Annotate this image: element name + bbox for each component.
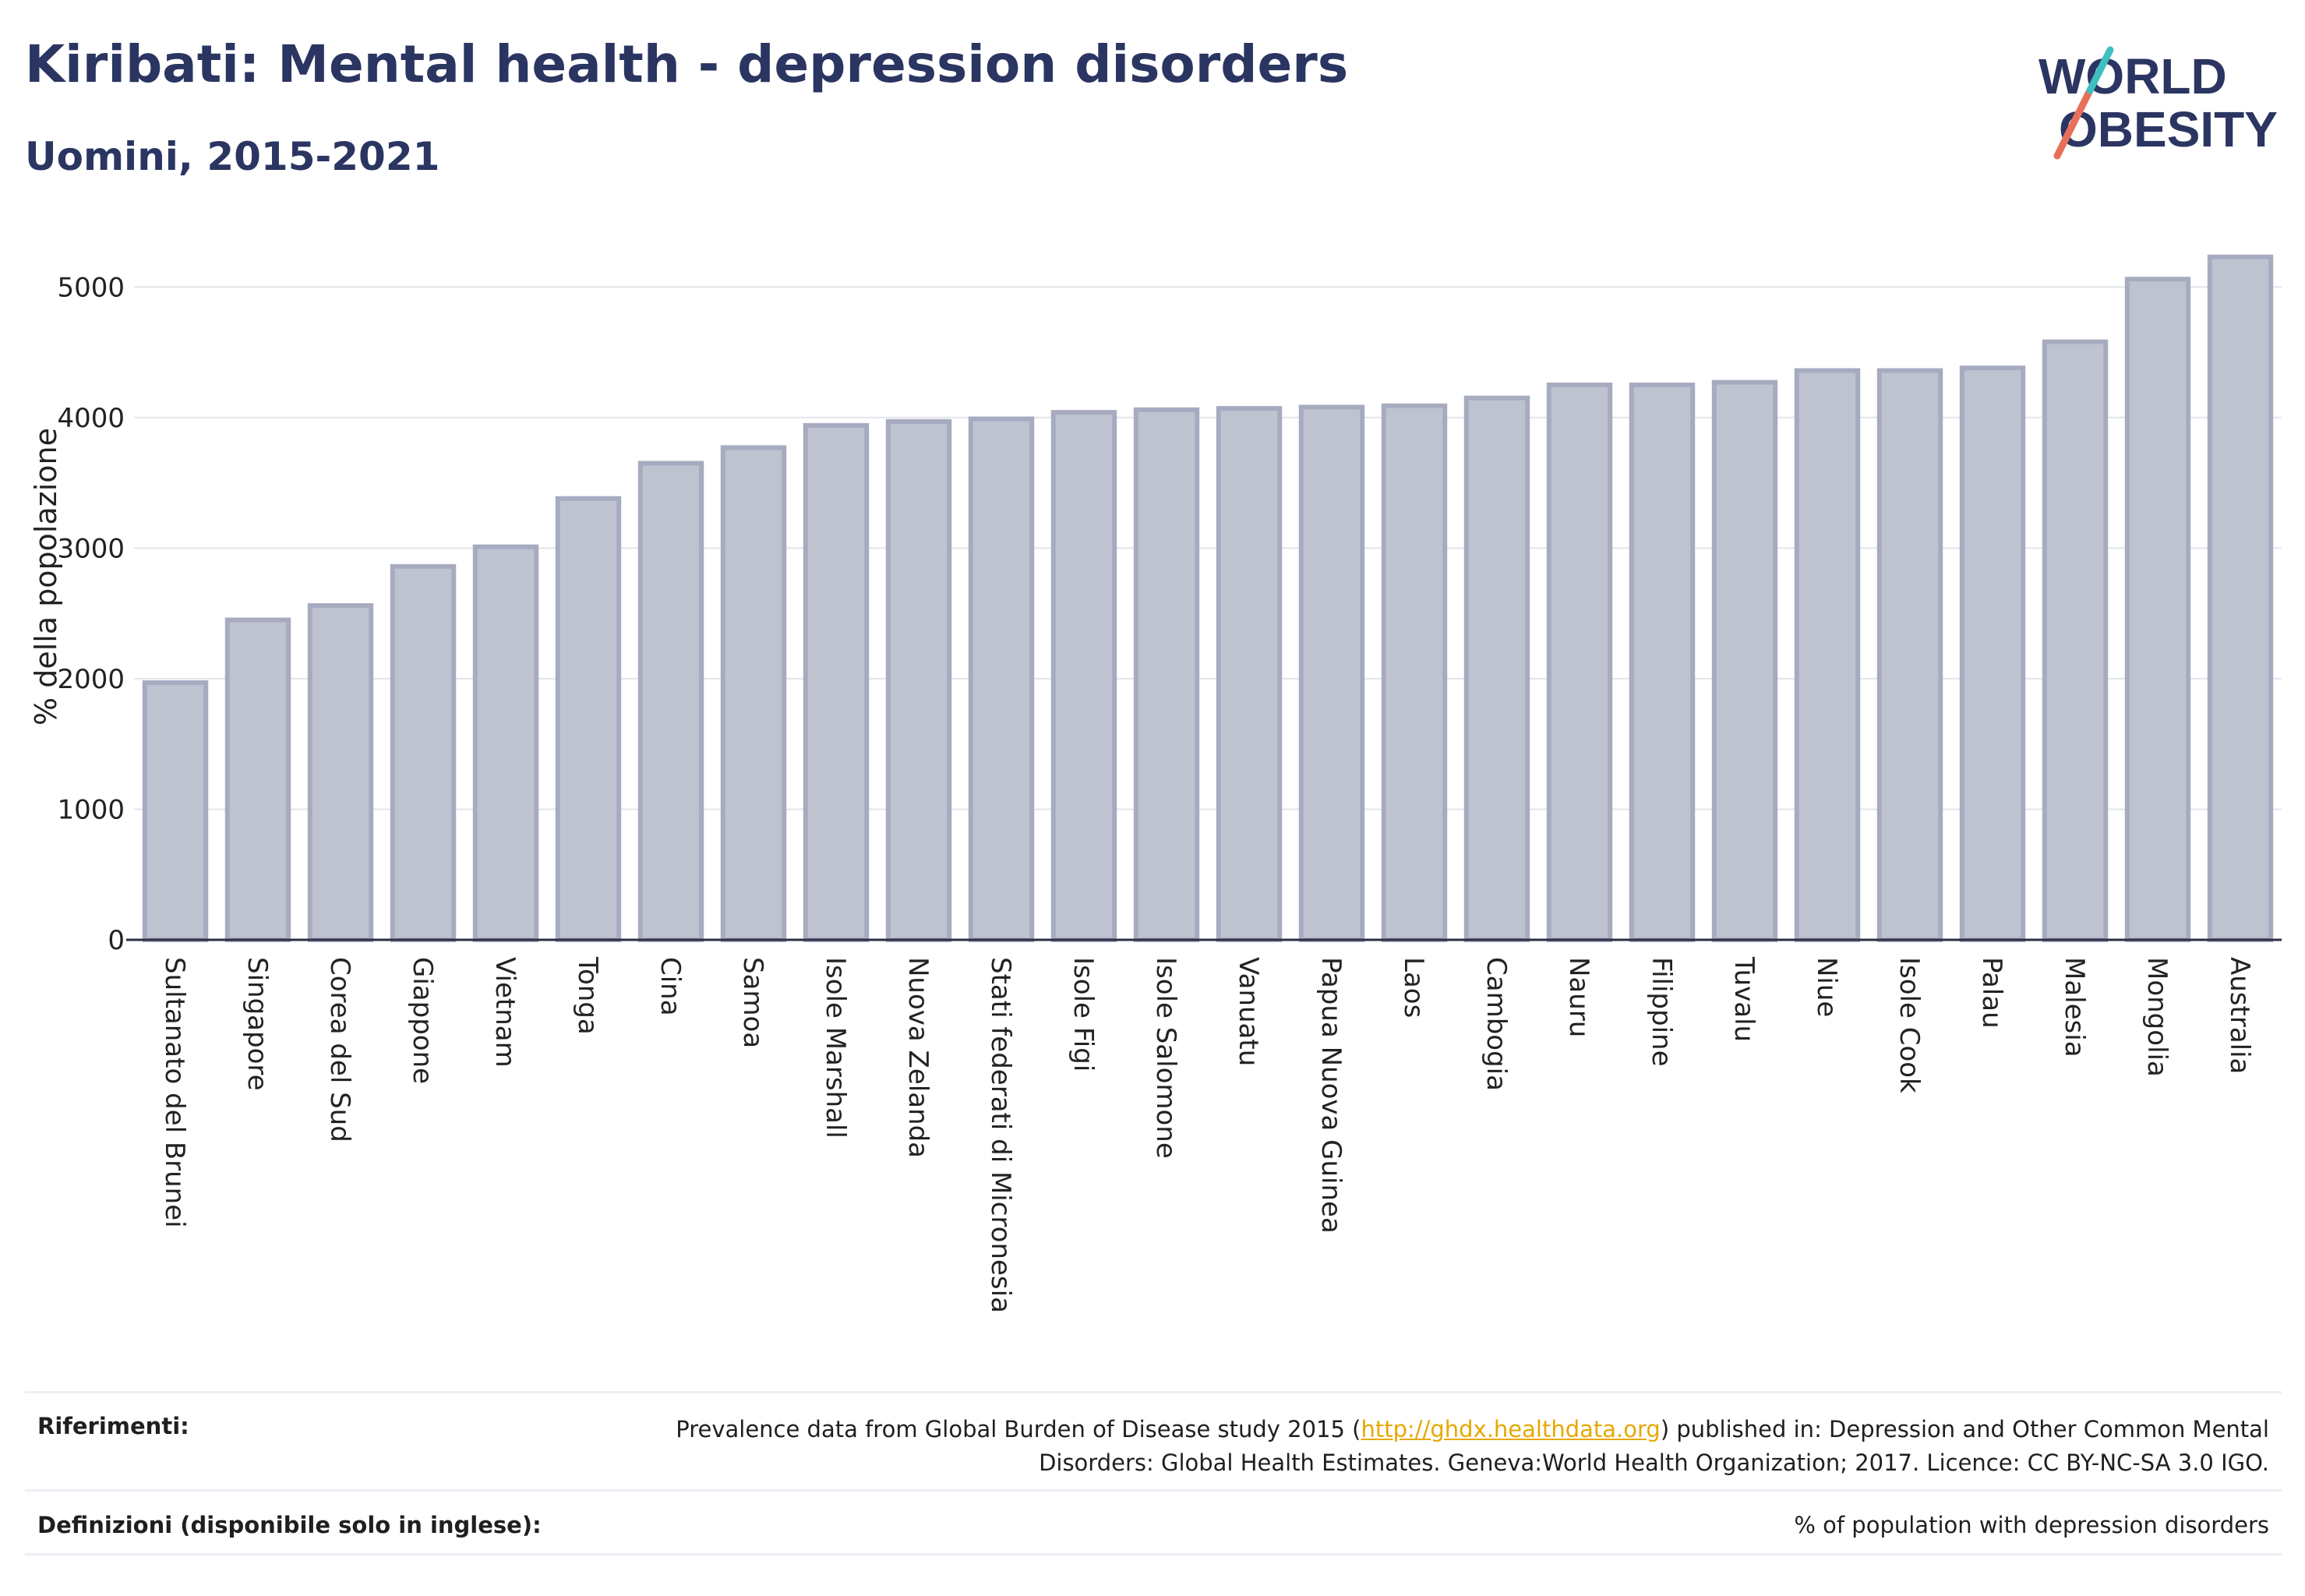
bar xyxy=(885,418,952,942)
x-tick-label: Laos xyxy=(1398,957,1429,1018)
bar xyxy=(472,544,539,943)
references-label: Riferimenti: xyxy=(37,1413,189,1439)
x-tick-label: Sultanato del Brunei xyxy=(159,957,190,1228)
bar xyxy=(1216,406,1283,942)
bar xyxy=(307,603,374,942)
x-tick-label: Filippine xyxy=(1646,957,1677,1067)
x-tick-label: Cambogia xyxy=(1481,957,1512,1091)
bar xyxy=(1794,368,1861,943)
grid-lines xyxy=(134,286,2282,810)
y-tick-labels: 0 1000 2000 3000 4000 5000 xyxy=(57,272,125,956)
logo-slash-coral xyxy=(2053,87,2094,160)
footer-divider-middle xyxy=(25,1489,2282,1492)
y-tick-label: 1000 xyxy=(57,794,125,825)
y-tick-label: 0 xyxy=(108,925,125,956)
bar xyxy=(1381,403,1448,942)
bar xyxy=(968,416,1035,942)
x-tick-labels: Sultanato del Brunei Singapore Corea del S… xyxy=(159,956,2255,1313)
x-tick-label: Isole Cook xyxy=(1894,957,1925,1093)
x-tick-label: Tonga xyxy=(572,956,603,1035)
definitions-label: Definizioni (disponibile solo in inglese… xyxy=(37,1512,542,1538)
bar xyxy=(637,461,704,942)
x-tick-label: Isole Figi xyxy=(1068,957,1099,1072)
definitions-text: % of population with depression disorder… xyxy=(1794,1512,2269,1538)
y-tick-label: 3000 xyxy=(57,533,125,564)
bar xyxy=(1876,368,1943,943)
bar xyxy=(1546,382,1613,943)
x-tick-label: Nuova Zelanda xyxy=(902,957,934,1158)
footer-divider-bottom xyxy=(25,1553,2282,1555)
bar-chart: 0 1000 2000 3000 4000 5000 Sultanato del Brun… xyxy=(29,254,2282,1313)
references-text-after: ) published in: Depression and Other Com… xyxy=(1039,1416,2269,1476)
y-tick-label: 5000 xyxy=(57,272,125,303)
bar xyxy=(555,496,622,942)
x-tick-label: Malesia xyxy=(2059,957,2090,1058)
bar xyxy=(1711,380,1778,942)
bar xyxy=(2042,339,2109,942)
x-tick-label: Papua Nuova Guinea xyxy=(1315,957,1347,1234)
world-obesity-logo: WORLD OBESITY xyxy=(2038,46,2278,160)
y-tick-label: 4000 xyxy=(57,403,125,434)
x-tick-label: Samoa xyxy=(737,957,768,1048)
logo-slash-teal xyxy=(2086,46,2114,94)
bars xyxy=(142,254,2274,943)
x-tick-label: Australia xyxy=(2224,957,2255,1074)
bar xyxy=(2207,254,2274,943)
x-tick-label: Corea del Sud xyxy=(324,957,355,1142)
bar xyxy=(1629,382,1696,943)
references-text-before: Prevalence data from Global Burden of Di… xyxy=(676,1416,1361,1442)
bar xyxy=(390,563,457,943)
x-tick-label: Giappone xyxy=(407,957,438,1084)
x-tick-label: Niue xyxy=(1811,957,1842,1017)
bar xyxy=(142,680,209,942)
bar xyxy=(224,617,291,943)
x-tick-label: Stati federati di Micronesia xyxy=(985,957,1016,1313)
x-tick-label: Vanuatu xyxy=(1233,957,1264,1066)
x-tick-label: Mongolia xyxy=(2141,957,2173,1077)
references-text: Prevalence data from Global Burden of Di… xyxy=(633,1413,2269,1480)
x-tick-label: Isole Salomone xyxy=(1150,957,1181,1159)
logo-line-1: WORLD xyxy=(2038,48,2227,104)
bar xyxy=(1133,407,1200,942)
bar xyxy=(1050,410,1117,942)
x-tick-label: Nauru xyxy=(1563,957,1594,1037)
x-tick-label: Isole Marshall xyxy=(820,957,851,1139)
references-link[interactable]: http://ghdx.healthdata.org xyxy=(1361,1416,1661,1442)
footer-divider-top xyxy=(25,1391,2282,1393)
bar xyxy=(803,422,870,942)
x-tick-label: Vietnam xyxy=(489,957,521,1068)
bar xyxy=(720,445,787,942)
x-tick-label: Palau xyxy=(1976,957,2007,1029)
bar xyxy=(2124,277,2191,943)
bar xyxy=(1463,395,1530,942)
y-axis-label: % della popolazione xyxy=(29,428,63,726)
chart-subtitle: Uomini, 2015-2021 xyxy=(25,134,440,179)
x-tick-label: Singapore xyxy=(242,957,273,1091)
bar xyxy=(1298,404,1365,942)
x-tick-label: Tuvalu xyxy=(1728,956,1760,1042)
y-tick-label: 2000 xyxy=(57,664,125,695)
chart-title: Kiribati: Mental health - depression dis… xyxy=(25,34,1349,94)
bar xyxy=(1959,365,2026,943)
x-tick-label: Cina xyxy=(655,957,686,1016)
logo-line-2: OBESITY xyxy=(2059,101,2278,157)
